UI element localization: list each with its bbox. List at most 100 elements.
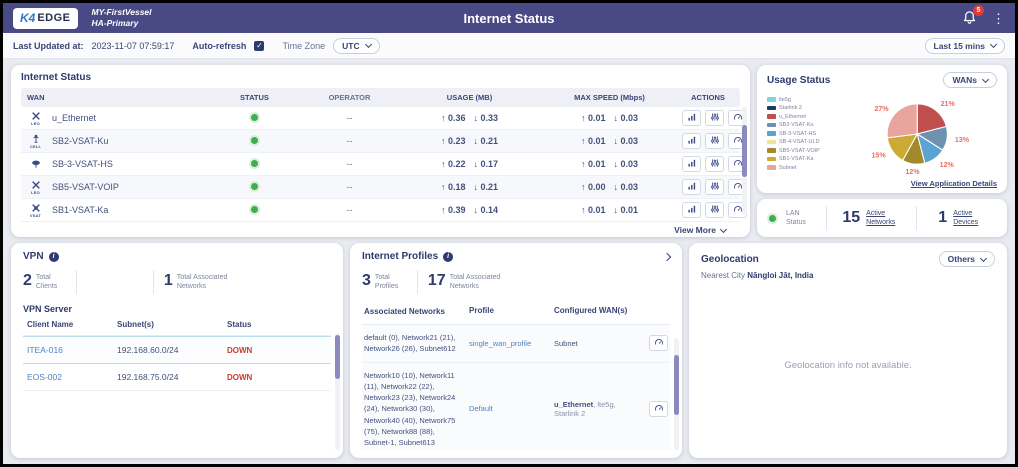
auto-refresh-label: Auto-refresh bbox=[192, 40, 247, 51]
vpn-scrollbar-thumb[interactable] bbox=[335, 335, 340, 379]
configured-wan-primary: u_Ethernet bbox=[554, 399, 594, 409]
internet-profiles-title: Internet Profiles bbox=[362, 251, 439, 262]
usage-upload: ↑ 0.23 bbox=[440, 136, 466, 146]
profiles-label: Total Profiles bbox=[374, 274, 399, 290]
configure-button[interactable] bbox=[705, 202, 724, 218]
view-more-button[interactable]: View More bbox=[21, 222, 740, 237]
profiles-table-header: Associated Networks Profile Configured W… bbox=[362, 300, 670, 325]
configure-button[interactable] bbox=[705, 133, 724, 149]
usage-filter-select[interactable]: WANs bbox=[943, 72, 997, 88]
vpn-table-header: Client Name Subnet(s) Status bbox=[23, 314, 331, 336]
configure-button[interactable] bbox=[705, 179, 724, 195]
speed-test-icon bbox=[733, 204, 743, 216]
brand-logo[interactable]: K4 EDGE bbox=[13, 7, 78, 29]
dashboard-content: Internet Status WAN STATUS OPERATOR USAG… bbox=[3, 59, 1015, 464]
profiles-table-body: default (0), Network21 (21), Network26 (… bbox=[362, 325, 670, 450]
vpn-client-link[interactable]: EOS-002 bbox=[27, 372, 62, 382]
active-devices-link[interactable]: Active Devices bbox=[953, 209, 979, 226]
col-header-client-name: Client Name bbox=[27, 320, 74, 329]
statistics-icon bbox=[687, 181, 697, 193]
wan-status-cell bbox=[212, 136, 297, 146]
statistics-button[interactable] bbox=[682, 156, 701, 172]
wan-row[interactable]: LEO SB5-VSAT-VOIP -- ↑ 0.18 ↓ 0.21 ↑ 0.00 ↓ 0.… bbox=[21, 176, 747, 199]
pie-slice-u_Ethernet[interactable] bbox=[916, 102, 948, 135]
statistics-button[interactable] bbox=[682, 133, 701, 149]
profile-row[interactable]: default (0), Network21 (21), Network26 (… bbox=[362, 325, 670, 363]
legend-item: SB5-VSAT-VOIP bbox=[767, 148, 841, 154]
lan-status-panel: LAN Status 15 Active Networks 1 Active D… bbox=[757, 199, 1007, 237]
time-zone-select[interactable]: UTC bbox=[333, 37, 380, 54]
auto-refresh-checkbox[interactable]: ✓ bbox=[254, 40, 265, 51]
wan-status-cell bbox=[212, 182, 297, 192]
vpn-client-row[interactable]: EOS-002 192.168.75.0/24 DOWN bbox=[23, 364, 331, 391]
profile-row[interactable]: Network10 (10), Network11 (11), Network2… bbox=[362, 362, 670, 450]
logo-k4-text: K4 bbox=[20, 11, 36, 25]
geolocation-filter-select[interactable]: Others bbox=[938, 251, 995, 267]
speed-test-button[interactable] bbox=[649, 400, 668, 417]
col-header-configured-wans: Configured WAN(s) bbox=[554, 306, 628, 315]
wan-operator-cell: -- bbox=[346, 136, 353, 146]
table-scrollbar-thumb[interactable] bbox=[742, 125, 747, 177]
legend-label: lte5g bbox=[779, 96, 791, 103]
wan-cell: CELL SB2-VSAT-Ku bbox=[27, 134, 212, 149]
associated-networks-cell: default (0), Network21 (21), Network26 (… bbox=[364, 333, 456, 354]
col-header-status: Status bbox=[227, 320, 252, 329]
kebab-menu-icon[interactable]: ⋮ bbox=[992, 10, 1005, 26]
configure-icon bbox=[710, 112, 720, 124]
speed-upload: ↑ 0.01 bbox=[580, 205, 606, 215]
configure-button[interactable] bbox=[705, 156, 724, 172]
speed-upload: ↑ 0.01 bbox=[580, 159, 606, 169]
usage-pie-chart[interactable]: 21% 13% 12% 12% 15% 27% bbox=[841, 88, 997, 180]
col-header-max-speed: MAX SPEED (Mbps) bbox=[574, 93, 645, 102]
vpn-subnet-cell: 192.168.60.0/24 bbox=[117, 345, 179, 355]
col-header-operator: OPERATOR bbox=[328, 93, 371, 102]
wan-row[interactable]: CELL SB2-VSAT-Ku -- ↑ 0.23 ↓ 0.21 ↑ 0.01 ↓ 0.0… bbox=[21, 130, 747, 153]
legend-swatch bbox=[767, 122, 776, 128]
profile-link[interactable]: single_wan_profile bbox=[469, 338, 532, 348]
wan-row[interactable]: VSAT SB1-VSAT-Ka -- ↑ 0.39 ↓ 0.14 ↑ 0.01 ↓ 0.0… bbox=[21, 199, 747, 222]
statistics-button[interactable] bbox=[682, 179, 701, 195]
wan-actions-cell: → bbox=[682, 110, 750, 126]
expand-panel-chevron-right-icon[interactable] bbox=[662, 252, 672, 261]
view-application-details-link[interactable]: View Application Details bbox=[910, 179, 997, 188]
info-icon[interactable]: i bbox=[48, 251, 59, 262]
profiles-scrollbar-thumb[interactable] bbox=[674, 355, 679, 415]
statistics-button[interactable] bbox=[682, 202, 701, 218]
vpn-scrollbar-track[interactable] bbox=[335, 333, 340, 450]
legend-label: SB5-VSAT-VOIP bbox=[779, 147, 820, 154]
time-range-value: Last 15 mins bbox=[933, 40, 986, 51]
check-icon: ✓ bbox=[256, 41, 263, 50]
active-networks-link[interactable]: Active Networks bbox=[866, 209, 896, 226]
legend-item: u_Ethernet bbox=[767, 114, 841, 120]
chevron-down-icon bbox=[989, 40, 998, 49]
wan-row[interactable]: SB-3-VSAT-HS -- ↑ 0.22 ↓ 0.17 ↑ 0.01 ↓ 0.03 → bbox=[21, 153, 747, 176]
legend-label: u_Ethernet bbox=[779, 113, 806, 120]
wan-row[interactable]: LEO u_Ethernet -- ↑ 0.36 ↓ 0.33 ↑ 0.01 ↓ 0.03 → bbox=[21, 107, 747, 130]
speed-upload: ↑ 0.01 bbox=[580, 113, 606, 123]
vpn-client-cell: EOS-002 bbox=[27, 372, 117, 382]
statistics-icon bbox=[687, 112, 697, 124]
info-icon[interactable]: i bbox=[443, 251, 454, 262]
profile-link[interactable]: Default bbox=[469, 404, 493, 414]
vpn-client-row[interactable]: ITEA-016 192.168.60.0/24 DOWN bbox=[23, 336, 331, 364]
notifications-button[interactable]: 5 bbox=[962, 5, 984, 26]
pie-slice-Subnet[interactable] bbox=[886, 102, 918, 138]
speed-download: ↓ 0.01 bbox=[613, 205, 639, 215]
time-zone-label: Time Zone bbox=[282, 40, 326, 51]
legend-swatch bbox=[767, 105, 776, 111]
vpn-table-body: ITEA-016 192.168.60.0/24 DOWN EOS-002 192.16… bbox=[23, 336, 331, 391]
time-range-select[interactable]: Last 15 mins bbox=[924, 37, 1005, 54]
wan-speed-cell: ↑ 0.01 ↓ 0.03 bbox=[537, 113, 682, 123]
nearest-city: Nearest City Nāngloi Jāt, India bbox=[701, 271, 995, 280]
wan-operator-cell: -- bbox=[346, 205, 353, 215]
configure-button[interactable] bbox=[705, 110, 724, 126]
vpn-client-link[interactable]: ITEA-016 bbox=[27, 345, 63, 355]
configure-icon bbox=[710, 181, 720, 193]
lan-status-dot bbox=[769, 214, 776, 222]
dish-icon bbox=[27, 159, 44, 169]
chevron-down-icon bbox=[364, 40, 372, 49]
configured-wans-cell: u_Ethernet, lte5g, Starlink 2 bbox=[554, 400, 642, 418]
statistics-button[interactable] bbox=[682, 110, 701, 126]
pie-label: 21% bbox=[941, 100, 956, 108]
speed-test-button[interactable] bbox=[649, 335, 668, 352]
